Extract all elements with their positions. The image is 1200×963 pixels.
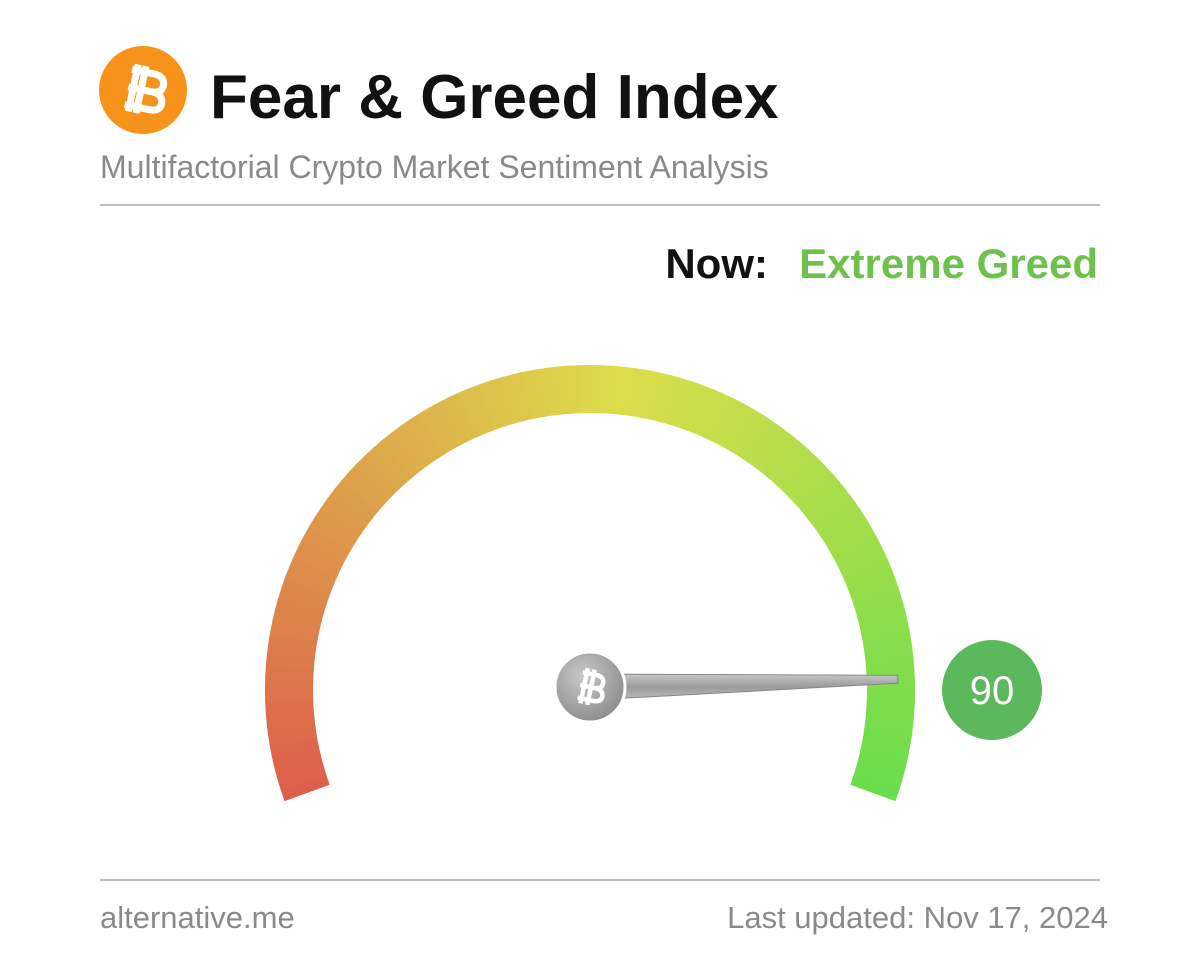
subtitle: Multifactorial Crypto Market Sentiment A… (100, 149, 769, 185)
source: alternative.me (100, 900, 295, 935)
hub-logo (577, 667, 606, 706)
updated: Last updated: Nov 17, 2024 (727, 900, 1108, 935)
bitcoin-logo (99, 46, 187, 134)
title: Fear & Greed Index (210, 63, 779, 132)
value-badge (942, 640, 1042, 740)
status: Extreme Greed (799, 240, 1098, 287)
gauge-arc (265, 365, 916, 802)
needle-group: 90 (553, 640, 1042, 740)
needle (589, 673, 899, 701)
arc-segment (850, 775, 900, 802)
value-label: 90 (970, 669, 1015, 713)
now-label: Now: (665, 240, 768, 287)
